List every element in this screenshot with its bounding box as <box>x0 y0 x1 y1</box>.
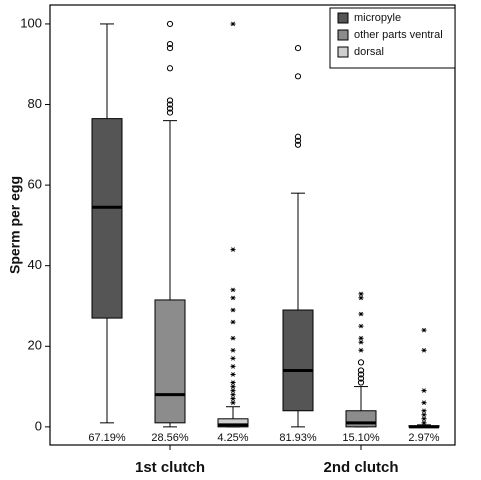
outlier <box>357 379 365 386</box>
extreme <box>358 335 364 341</box>
extreme <box>421 408 427 414</box>
extreme <box>230 348 236 353</box>
extreme <box>230 287 236 293</box>
legend <box>329 7 456 69</box>
extreme <box>358 295 364 301</box>
outlier <box>294 137 302 144</box>
outlier <box>357 375 365 382</box>
outlier <box>357 359 365 366</box>
outlier <box>166 45 174 52</box>
x-tick-label: 1st clutch <box>135 459 205 476</box>
percent-label: 81.93% <box>279 432 317 444</box>
extreme <box>230 400 236 405</box>
outlier <box>294 133 302 140</box>
extreme <box>230 380 236 385</box>
outlier <box>166 105 174 112</box>
extreme <box>421 388 427 393</box>
extreme <box>230 21 236 27</box>
extreme <box>230 319 236 325</box>
extreme <box>230 364 236 369</box>
y-tick-label: 60 <box>28 177 42 192</box>
extreme <box>230 307 236 313</box>
box <box>154 299 186 424</box>
extreme <box>358 348 364 353</box>
box <box>282 309 314 412</box>
percent-label: 28.56% <box>151 432 189 444</box>
extreme <box>230 295 236 301</box>
extreme <box>421 400 427 405</box>
x-tick-label: 2nd clutch <box>323 459 398 476</box>
y-tick-label: 0 <box>35 418 42 433</box>
legend-swatch <box>337 46 349 58</box>
extreme <box>358 323 364 329</box>
percent-label: 4.25% <box>217 432 248 444</box>
outlier <box>357 367 365 374</box>
extreme <box>421 412 427 418</box>
box <box>345 410 377 428</box>
outlier <box>357 371 365 378</box>
box <box>217 418 249 428</box>
box <box>91 118 123 319</box>
extreme <box>358 311 364 317</box>
y-axis-label: Sperm per egg <box>7 176 23 274</box>
extreme <box>230 247 236 252</box>
extreme <box>358 339 364 345</box>
percent-label: 2.97% <box>408 432 439 444</box>
outlier <box>166 101 174 108</box>
extreme <box>230 396 236 401</box>
percent-label: 67.19% <box>88 432 126 444</box>
outlier <box>294 45 302 52</box>
extreme <box>421 420 427 426</box>
extreme <box>230 356 236 361</box>
legend-swatch <box>337 12 349 24</box>
extreme <box>230 372 236 377</box>
legend-swatch <box>337 29 349 41</box>
legend-label: dorsal <box>354 46 384 58</box>
extreme <box>230 384 236 389</box>
extreme <box>230 335 236 341</box>
extreme <box>230 388 236 393</box>
legend-label: other parts ventral <box>354 29 443 41</box>
extreme <box>358 291 364 297</box>
extreme <box>421 327 427 333</box>
outlier <box>294 141 302 148</box>
plot-frame <box>49 4 456 446</box>
percent-label: 15.10% <box>342 432 380 444</box>
extreme <box>421 416 427 422</box>
outlier <box>166 65 174 72</box>
outlier <box>166 97 174 104</box>
y-tick-label: 20 <box>28 338 42 353</box>
y-tick-label: 100 <box>20 15 42 30</box>
extreme <box>421 348 427 353</box>
y-tick-label: 40 <box>28 257 42 272</box>
outlier <box>294 73 302 80</box>
outlier <box>166 109 174 116</box>
outlier <box>166 20 174 28</box>
y-tick-label: 80 <box>28 96 42 111</box>
legend-label: micropyle <box>354 12 401 24</box>
extreme <box>230 392 236 397</box>
outlier <box>166 40 174 48</box>
